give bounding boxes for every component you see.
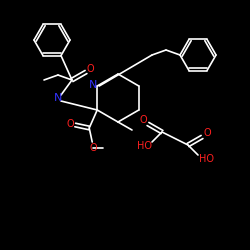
- Text: O: O: [90, 143, 97, 153]
- Text: O: O: [203, 128, 211, 138]
- Text: O: O: [86, 64, 94, 74]
- Text: N: N: [89, 80, 98, 90]
- Text: N: N: [54, 93, 62, 103]
- Text: O: O: [66, 119, 74, 129]
- Text: HO: HO: [200, 154, 214, 164]
- Text: O: O: [139, 115, 147, 125]
- Text: HO: HO: [136, 141, 152, 151]
